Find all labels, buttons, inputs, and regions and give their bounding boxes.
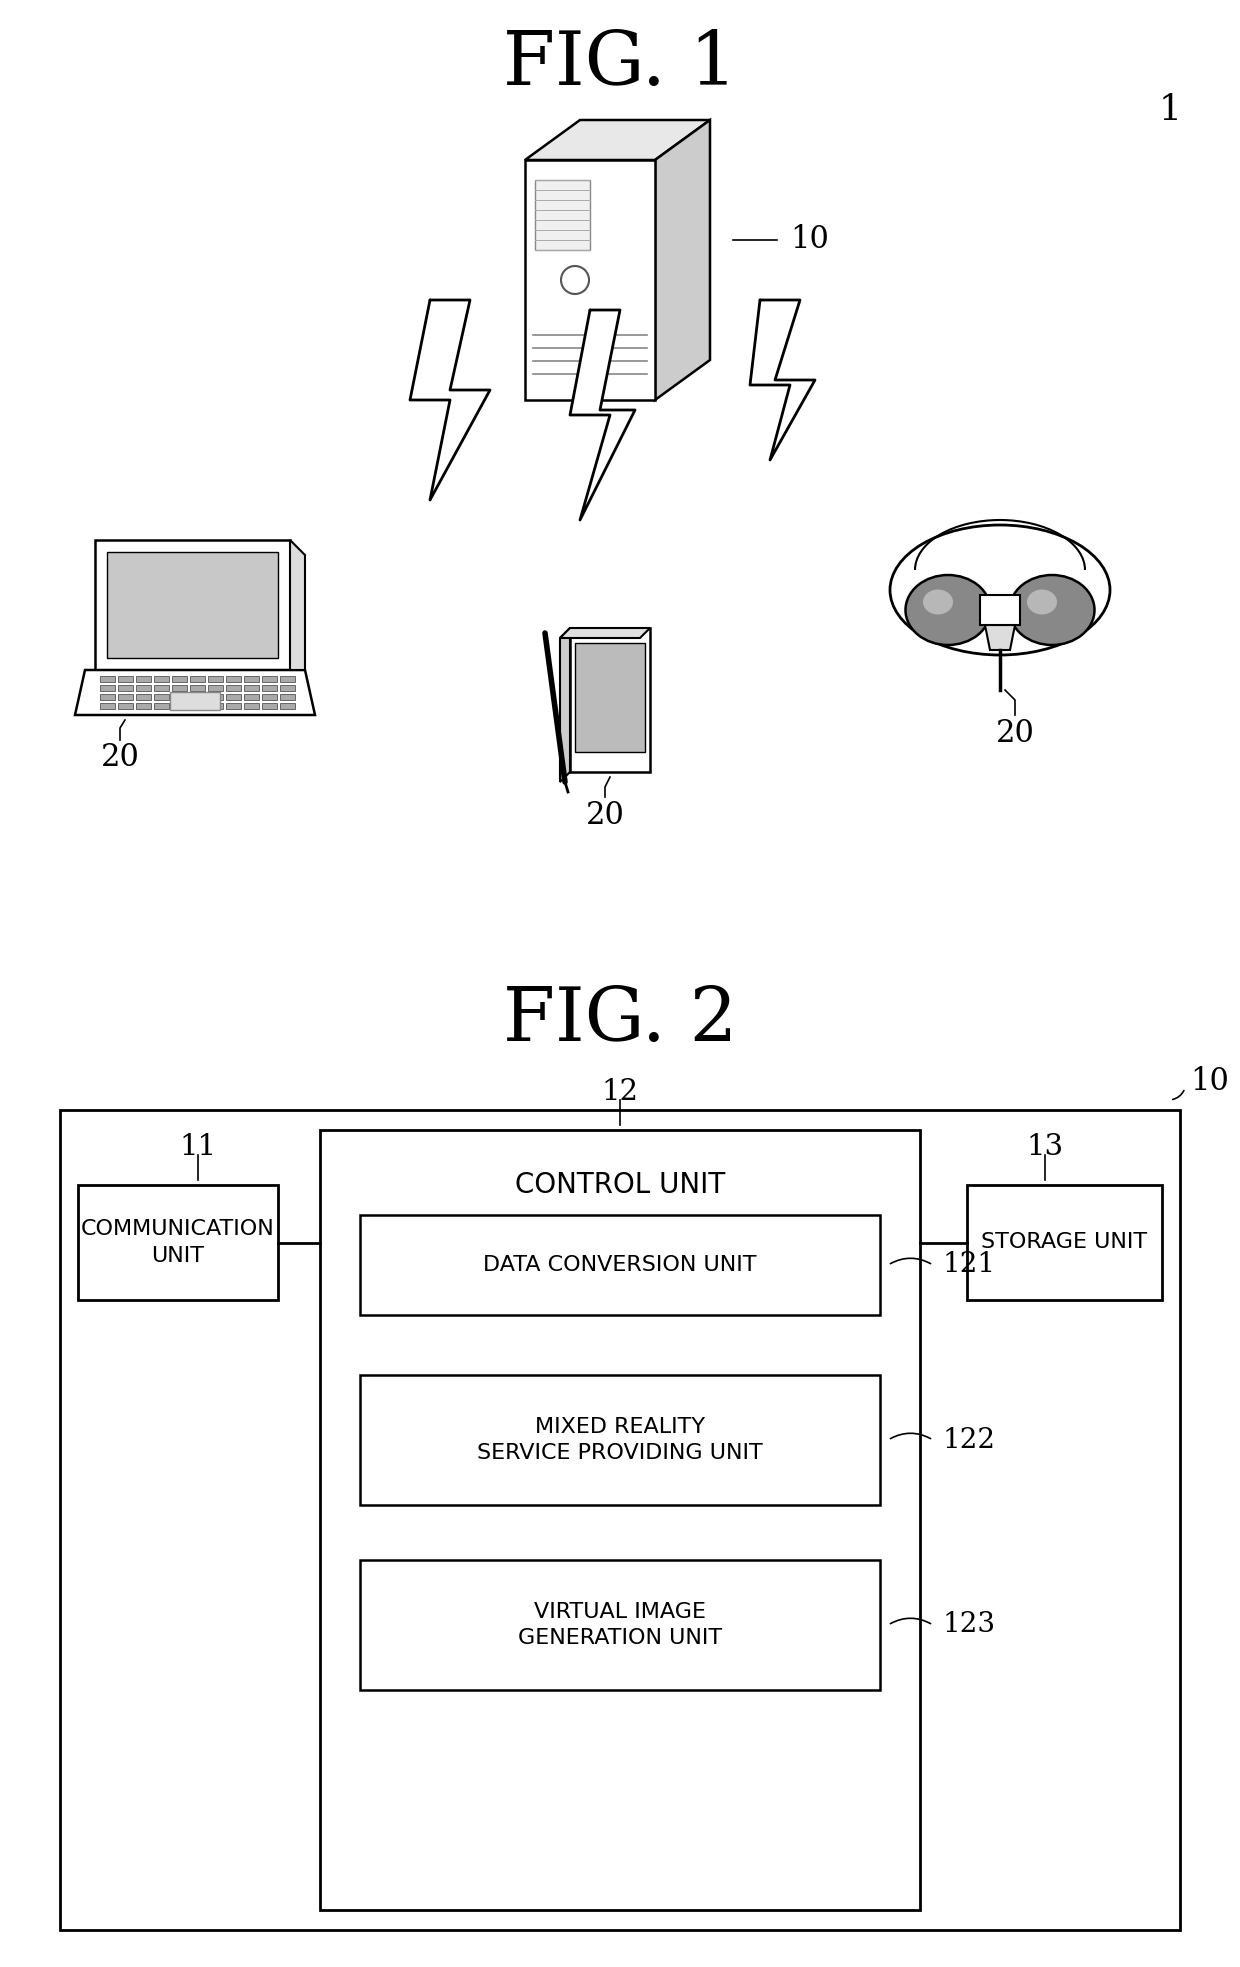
FancyBboxPatch shape — [154, 702, 169, 708]
FancyBboxPatch shape — [525, 159, 655, 399]
FancyBboxPatch shape — [118, 694, 133, 700]
Polygon shape — [107, 553, 278, 659]
Polygon shape — [290, 541, 305, 671]
Polygon shape — [980, 594, 1021, 626]
FancyBboxPatch shape — [190, 694, 205, 700]
Polygon shape — [560, 627, 650, 637]
FancyBboxPatch shape — [118, 702, 133, 708]
Polygon shape — [575, 643, 645, 751]
FancyBboxPatch shape — [208, 702, 223, 708]
FancyBboxPatch shape — [172, 694, 187, 700]
Text: 10: 10 — [1190, 1066, 1229, 1098]
FancyBboxPatch shape — [280, 677, 295, 683]
FancyBboxPatch shape — [60, 1109, 1180, 1930]
Polygon shape — [525, 120, 711, 159]
FancyBboxPatch shape — [118, 685, 133, 690]
Polygon shape — [95, 541, 290, 671]
FancyBboxPatch shape — [190, 685, 205, 690]
FancyBboxPatch shape — [226, 694, 241, 700]
FancyBboxPatch shape — [360, 1216, 880, 1316]
Text: FIG. 2: FIG. 2 — [502, 984, 738, 1056]
Polygon shape — [750, 301, 815, 460]
FancyBboxPatch shape — [967, 1184, 1162, 1300]
FancyBboxPatch shape — [208, 685, 223, 690]
FancyBboxPatch shape — [136, 685, 151, 690]
FancyBboxPatch shape — [136, 677, 151, 683]
FancyBboxPatch shape — [360, 1560, 880, 1690]
FancyBboxPatch shape — [170, 692, 219, 710]
FancyBboxPatch shape — [534, 181, 590, 250]
Ellipse shape — [905, 574, 991, 645]
FancyBboxPatch shape — [118, 677, 133, 683]
Text: 121: 121 — [942, 1251, 996, 1279]
Polygon shape — [655, 120, 711, 399]
FancyBboxPatch shape — [262, 694, 277, 700]
FancyBboxPatch shape — [244, 702, 259, 708]
Text: 10: 10 — [790, 224, 828, 256]
FancyBboxPatch shape — [226, 702, 241, 708]
FancyBboxPatch shape — [190, 677, 205, 683]
FancyBboxPatch shape — [136, 702, 151, 708]
Text: 20: 20 — [996, 718, 1034, 749]
FancyBboxPatch shape — [280, 694, 295, 700]
FancyBboxPatch shape — [190, 702, 205, 708]
FancyBboxPatch shape — [226, 685, 241, 690]
FancyBboxPatch shape — [154, 694, 169, 700]
FancyBboxPatch shape — [262, 685, 277, 690]
Text: DATA CONVERSION UNIT: DATA CONVERSION UNIT — [484, 1255, 756, 1275]
FancyBboxPatch shape — [208, 677, 223, 683]
FancyBboxPatch shape — [154, 677, 169, 683]
Text: 11: 11 — [180, 1133, 217, 1161]
Text: MIXED REALITY
SERVICE PROVIDING UNIT: MIXED REALITY SERVICE PROVIDING UNIT — [477, 1416, 763, 1463]
FancyBboxPatch shape — [208, 694, 223, 700]
FancyBboxPatch shape — [320, 1129, 920, 1910]
FancyBboxPatch shape — [280, 685, 295, 690]
FancyBboxPatch shape — [226, 677, 241, 683]
Ellipse shape — [1027, 590, 1056, 614]
Polygon shape — [560, 627, 570, 783]
Text: STORAGE UNIT: STORAGE UNIT — [981, 1233, 1147, 1253]
FancyBboxPatch shape — [280, 702, 295, 708]
FancyBboxPatch shape — [262, 702, 277, 708]
Polygon shape — [570, 627, 650, 771]
FancyBboxPatch shape — [172, 702, 187, 708]
Text: VIRTUAL IMAGE
GENERATION UNIT: VIRTUAL IMAGE GENERATION UNIT — [518, 1601, 722, 1648]
Ellipse shape — [890, 525, 1110, 655]
Ellipse shape — [1009, 574, 1095, 645]
Polygon shape — [410, 301, 490, 500]
Polygon shape — [570, 311, 635, 519]
FancyBboxPatch shape — [100, 677, 115, 683]
FancyBboxPatch shape — [244, 685, 259, 690]
FancyBboxPatch shape — [244, 677, 259, 683]
Text: 12: 12 — [601, 1078, 639, 1105]
Polygon shape — [985, 626, 1016, 649]
FancyBboxPatch shape — [172, 677, 187, 683]
FancyBboxPatch shape — [360, 1375, 880, 1505]
FancyBboxPatch shape — [100, 694, 115, 700]
Text: FIG. 1: FIG. 1 — [503, 28, 737, 102]
Polygon shape — [74, 671, 315, 714]
FancyBboxPatch shape — [78, 1184, 278, 1300]
Text: 122: 122 — [942, 1426, 996, 1454]
Text: 123: 123 — [942, 1611, 996, 1639]
FancyBboxPatch shape — [100, 685, 115, 690]
FancyBboxPatch shape — [154, 685, 169, 690]
Text: 20: 20 — [585, 799, 625, 830]
Ellipse shape — [923, 590, 954, 614]
FancyBboxPatch shape — [100, 702, 115, 708]
Text: CONTROL UNIT: CONTROL UNIT — [515, 1170, 725, 1200]
FancyBboxPatch shape — [262, 677, 277, 683]
FancyBboxPatch shape — [172, 685, 187, 690]
FancyBboxPatch shape — [244, 694, 259, 700]
FancyBboxPatch shape — [136, 694, 151, 700]
Text: 13: 13 — [1025, 1133, 1063, 1161]
Text: 1: 1 — [1158, 92, 1182, 128]
Text: COMMUNICATION
UNIT: COMMUNICATION UNIT — [81, 1220, 275, 1265]
Text: 20: 20 — [100, 742, 139, 773]
